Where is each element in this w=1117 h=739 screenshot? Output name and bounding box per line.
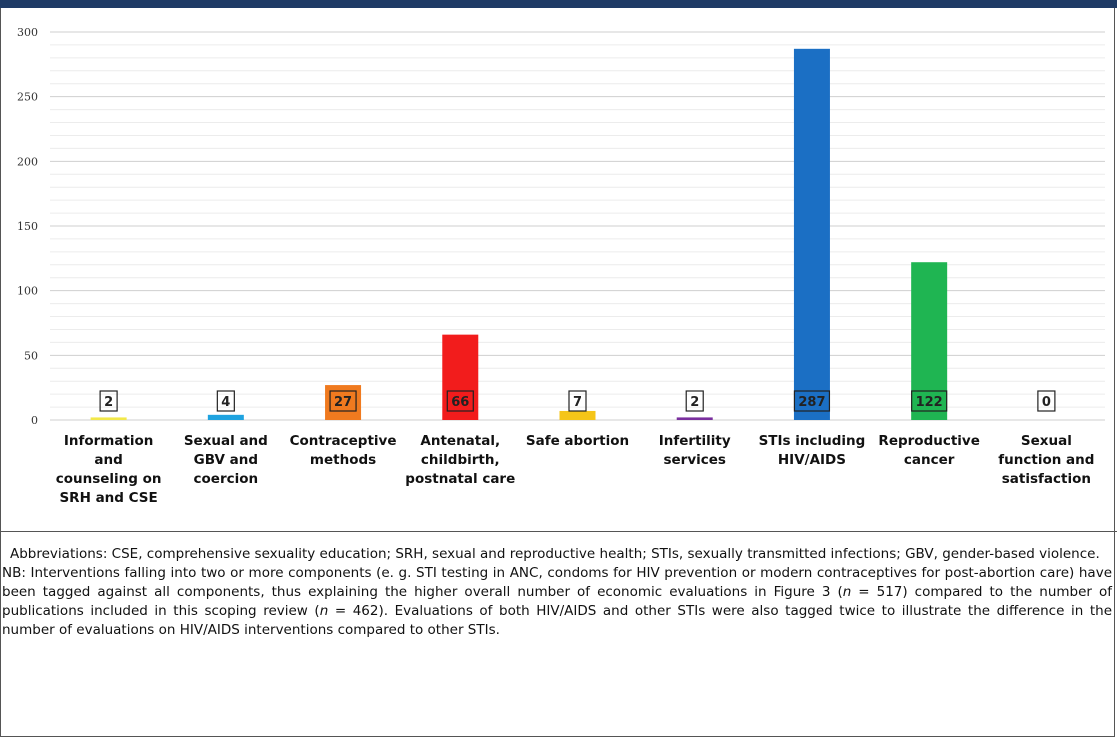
data-label: 287 <box>793 390 831 412</box>
data-labels: 2 4 27 66 7 2 287 122 0 <box>99 390 1056 412</box>
data-label-text: 66 <box>451 395 469 410</box>
nb-text-3: = 462). Evaluations of both HIV/AIDS and… <box>2 603 1113 638</box>
figure-divider <box>0 531 1117 532</box>
data-label-box <box>911 390 948 412</box>
data-label-box <box>568 390 587 412</box>
data-label: 2 <box>685 390 704 412</box>
x-tick-label: Safe abortion <box>525 433 630 449</box>
data-label-box <box>1037 390 1056 412</box>
x-tick-label: STIs including HIV/AIDS <box>758 433 866 468</box>
y-tick-label: 100 <box>17 285 38 298</box>
data-label-box <box>685 390 704 412</box>
data-label-box <box>329 390 357 412</box>
data-label: 66 <box>446 390 474 412</box>
nb-n-symbol-1: n <box>842 584 852 600</box>
nb-note: NB: Interventions falling into two or mo… <box>2 564 1112 640</box>
data-label: 27 <box>329 390 357 412</box>
data-label-box <box>793 390 831 412</box>
data-label-text: 2 <box>690 395 699 410</box>
y-tick-label: 150 <box>17 220 38 233</box>
data-label: 4 <box>216 390 235 412</box>
top-banner-bar <box>0 0 1117 8</box>
bar <box>793 48 830 421</box>
nb-text-1: NB: Interventions falling into two or mo… <box>2 565 1112 600</box>
data-label-text: 2 <box>104 395 113 410</box>
data-label: 122 <box>911 390 948 412</box>
x-tick-label: Antenatal, childbirth, postnatal care <box>405 433 516 487</box>
bar-chart: 0 50 100 150 200 250 300 2 4 27 66 7 2 287 122 0 <box>17 26 1105 427</box>
data-label-text: 7 <box>573 395 582 410</box>
nb-text-2: = 517) compared to the number of publica… <box>2 584 1112 619</box>
y-tick-label: 300 <box>17 26 38 39</box>
data-label-box <box>216 390 235 412</box>
chart-bars <box>90 48 948 421</box>
data-label-text: 0 <box>1042 395 1051 410</box>
data-label-text: 287 <box>798 395 825 410</box>
abbreviations-note: Abbreviations: CSE, comprehensive sexual… <box>10 546 1100 562</box>
figure-notes: Abbreviations: CSE, comprehensive sexual… <box>2 545 1112 640</box>
x-tick-label: Sexual function and satisfaction <box>998 433 1095 487</box>
y-tick-label: 0 <box>31 414 38 427</box>
y-axis-ticks: 0 50 100 150 200 250 300 <box>17 26 38 427</box>
x-tick-label: Sexual and GBV and coercion <box>183 433 268 487</box>
nb-n-symbol-2: n <box>319 603 329 619</box>
data-label: 2 <box>99 390 118 412</box>
bar <box>442 334 479 420</box>
y-tick-label: 50 <box>24 349 38 362</box>
bar <box>559 410 596 420</box>
figure-frame <box>0 8 1115 737</box>
data-label: 7 <box>568 390 587 412</box>
bar <box>911 262 948 420</box>
data-label: 0 <box>1037 390 1056 412</box>
x-tick-label: Reproductive cancer <box>878 433 980 468</box>
y-tick-label: 200 <box>17 155 38 168</box>
x-tick-label: Infertility services <box>658 433 731 468</box>
data-label-box <box>99 390 118 412</box>
y-tick-label: 250 <box>17 91 38 104</box>
data-label-text: 27 <box>334 395 352 410</box>
bar <box>90 417 127 420</box>
data-label-text: 122 <box>916 395 943 410</box>
bar <box>676 417 713 420</box>
data-label-text: 4 <box>221 395 230 410</box>
x-tick-label: Information and counseling on SRH and CS… <box>55 433 162 506</box>
x-tick-label: Contraceptive methods <box>289 433 397 468</box>
data-label-box <box>446 390 474 412</box>
bar <box>207 414 244 420</box>
